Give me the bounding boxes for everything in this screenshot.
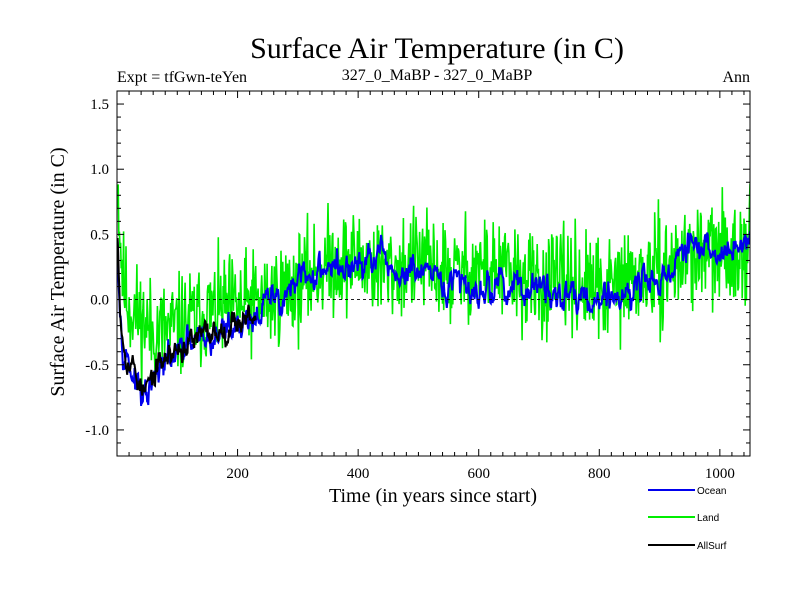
y-tick-label: 1.5 — [90, 97, 109, 113]
y-tick-label: -1.0 — [85, 423, 109, 439]
series-ocean — [117, 231, 750, 407]
header-left: Expt = tfGwn-teYen — [117, 69, 247, 86]
header-right: Ann — [722, 69, 750, 86]
x-tick-label: 400 — [347, 466, 370, 482]
y-tick-label: 0.5 — [90, 227, 109, 243]
y-tick-label: 1.0 — [90, 162, 109, 178]
chart-title: Surface Air Temperature (in C) — [250, 32, 624, 65]
header-center: 327_0_MaBP - 327_0_MaBP — [342, 67, 533, 84]
legend-label: Land — [697, 513, 719, 524]
legend-entry-allsurf: AllSurf — [648, 541, 727, 552]
series-land — [117, 183, 750, 390]
legend-label: Ocean — [697, 486, 726, 497]
x-tick-label: 600 — [467, 466, 490, 482]
y-tick-label: -0.5 — [85, 358, 109, 374]
y-tick-label: 0.0 — [90, 293, 109, 309]
x-tick-label: 1000 — [705, 466, 735, 482]
axes-layer: 200 400 600 800 1000 -1.0 -0.5 0.0 0.5 1.0 1.5 — [85, 90, 751, 482]
series-layer — [117, 183, 750, 407]
legend-entry-land: Land — [648, 513, 719, 524]
legend-entry-ocean: Ocean — [648, 486, 726, 497]
legend-label: AllSurf — [697, 541, 727, 552]
x-tick-label: 200 — [226, 466, 249, 482]
series-allsurf — [117, 238, 257, 396]
x-tick-label: 800 — [588, 466, 611, 482]
x-axis-label: Time (in years since start) — [329, 485, 537, 507]
legend: Ocean Land AllSurf — [648, 486, 727, 552]
y-axis-label: Surface Air Temperature (in C) — [47, 147, 69, 396]
